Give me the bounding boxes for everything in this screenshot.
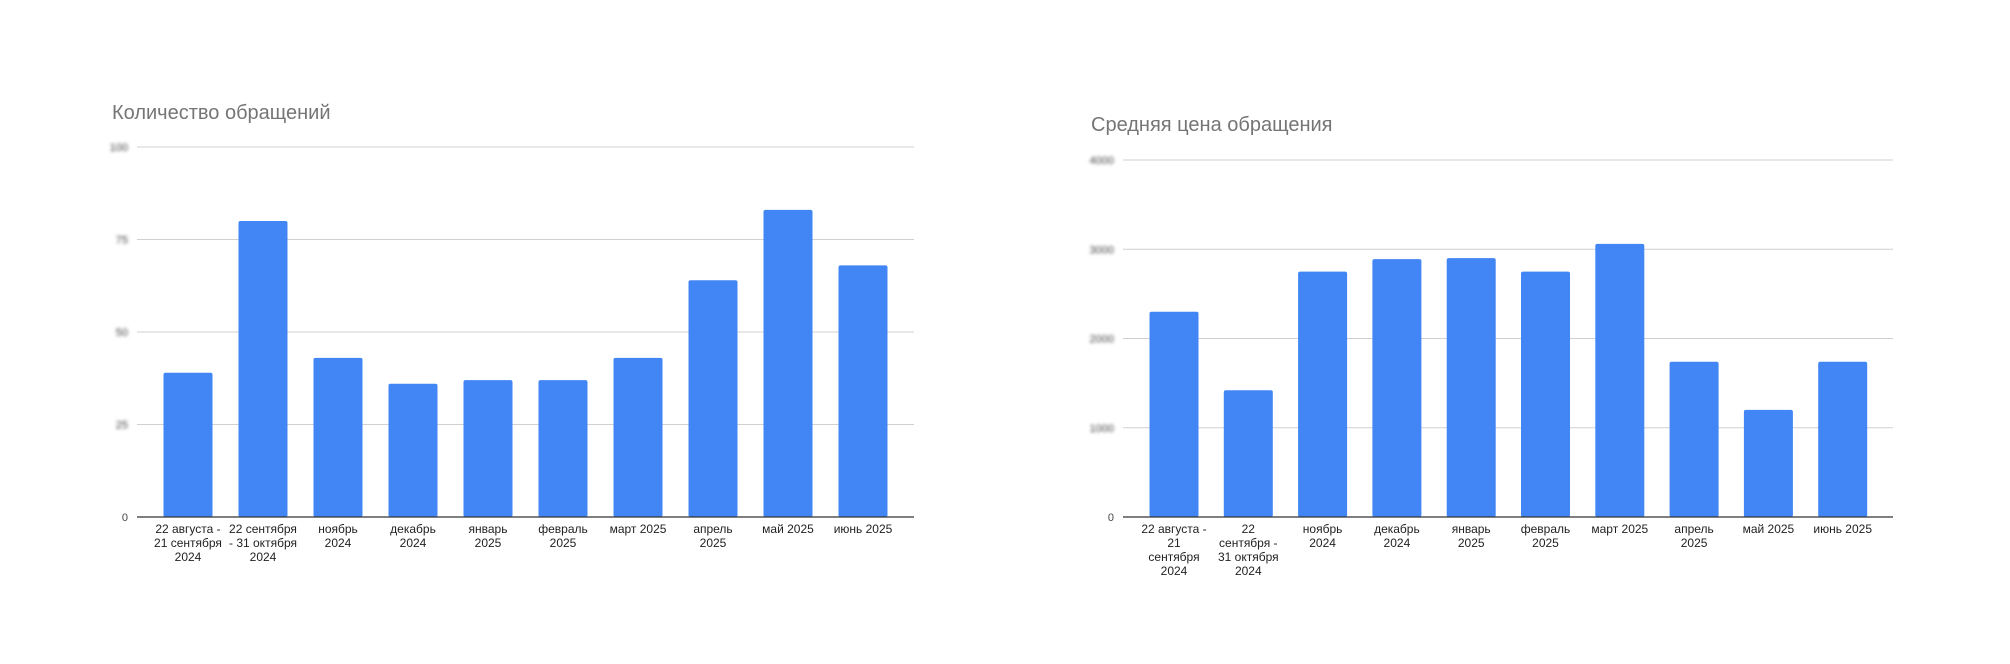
x-tick-label-line: 2025 <box>1532 536 1559 550</box>
bar <box>1669 361 1719 517</box>
x-tick-label-line: февраль <box>538 522 588 536</box>
x-tick-label-line: 2025 <box>475 536 502 550</box>
x-tick-label: июнь 2025 <box>1813 522 1872 536</box>
y-tick-label: 100 <box>110 142 128 154</box>
x-tick-label: апрель 2025 <box>1674 522 1713 550</box>
y-tick-label: 0 <box>122 512 128 524</box>
x-tick-label-line: июнь 2025 <box>1813 522 1872 536</box>
x-tick-label-line: 2025 <box>550 536 577 550</box>
x-tick-label-line: 22 августа - <box>1141 522 1206 536</box>
bar <box>1149 311 1199 517</box>
x-tick-label-line: февраль <box>1521 522 1571 536</box>
x-tick-label: январь 2025 <box>1452 522 1491 550</box>
y-tick-label: 2000 <box>1090 334 1114 346</box>
x-tick-label-line: 21 <box>1167 536 1181 550</box>
bar <box>313 357 363 517</box>
bar <box>463 380 513 517</box>
x-tick-label-line: январь <box>469 522 508 536</box>
x-tick-label-line: апрель <box>1674 522 1713 536</box>
x-tick-label-line: май 2025 <box>1743 522 1795 536</box>
x-tick-label-line: 22 <box>1242 522 1256 536</box>
bar <box>688 280 738 517</box>
x-tick-label-line: 2024 <box>325 536 352 550</box>
x-tick-label-line: 2024 <box>1384 536 1411 550</box>
x-tick-label-line: 2025 <box>700 536 727 550</box>
x-tick-label: 22 сентября - 31 октября 2024 <box>229 522 297 564</box>
bar <box>163 372 213 517</box>
x-tick-label-line: июнь 2025 <box>834 522 893 536</box>
x-tick-label-line: январь <box>1452 522 1491 536</box>
x-tick-label-line: март 2025 <box>1591 522 1648 536</box>
x-tick-label: май 2025 <box>1743 522 1795 536</box>
y-tick-label: 0 <box>1108 512 1114 524</box>
x-tick-label: март 2025 <box>1591 522 1648 536</box>
x-tick-label: 22 августа -21 сентября 2024 <box>1141 522 1206 578</box>
bar <box>538 380 588 517</box>
x-tick-label-line: 2024 <box>1235 564 1262 578</box>
x-tick-label-line: 2024 <box>250 550 277 564</box>
x-tick-label-line: - 31 октября <box>229 536 297 550</box>
bar <box>1223 390 1273 517</box>
y-tick-label: 50 <box>116 327 128 339</box>
x-tick-label-line: ноябрь <box>318 522 358 536</box>
bar <box>1743 409 1793 517</box>
y-tick-label: 3000 <box>1090 244 1114 256</box>
bar <box>1372 259 1422 517</box>
x-tick-label-line: 2024 <box>1309 536 1336 550</box>
x-tick-label-line: апрель <box>693 522 732 536</box>
y-tick-label: 25 <box>116 420 128 432</box>
x-tick-label-line: 2024 <box>175 550 202 564</box>
x-tick-label: ноябрь 2024 <box>318 522 358 550</box>
bar <box>1521 271 1570 517</box>
x-tick-label-line: декабрь <box>390 522 436 536</box>
x-tick-label-line: 22 сентября <box>229 522 297 536</box>
x-tick-label: декабрь 2024 <box>390 522 436 550</box>
x-tick-label: 22 сентября -31 октября 2024 <box>1218 522 1279 578</box>
x-tick-label-line: 2024 <box>1161 564 1188 578</box>
x-tick-label: февраль 2025 <box>1521 522 1571 550</box>
x-tick-label: ноябрь 2024 <box>1303 522 1343 550</box>
x-tick-label-line: сентября - <box>1219 536 1278 550</box>
chart-average-price: Средняя цена обращения 0 1000 2000 3000 4000… <box>1090 114 1893 578</box>
y-tick-label: 4000 <box>1090 155 1114 167</box>
x-tick-label: май 2025 <box>762 522 814 536</box>
bar <box>1446 258 1496 517</box>
bar <box>613 357 663 517</box>
x-tick-label-line: декабрь <box>1374 522 1420 536</box>
bar <box>1818 361 1868 517</box>
y-tick-label: 75 <box>116 235 128 247</box>
bar <box>763 209 813 517</box>
x-tick-label-line: март 2025 <box>610 522 667 536</box>
bar <box>238 221 288 517</box>
x-tick-label-line: 2024 <box>400 536 427 550</box>
x-tick-label: декабрь 2024 <box>1374 522 1420 550</box>
x-tick-label-line: 2025 <box>1458 536 1485 550</box>
x-tick-label: июнь 2025 <box>834 522 893 536</box>
x-tick-label: февраль 2025 <box>538 522 588 550</box>
x-tick-label-line: сентября <box>1148 550 1199 564</box>
x-tick-label: апрель 2025 <box>693 522 732 550</box>
bar <box>838 265 888 517</box>
x-tick-label: 22 августа -21 сентября 2024 <box>154 522 222 564</box>
bar <box>1595 243 1645 517</box>
chart-request-count: Количество обращений 0 25 50 75 100 22 август… <box>110 102 914 564</box>
y-tick-label: 1000 <box>1090 423 1114 435</box>
bar <box>388 383 438 517</box>
x-tick-label-line: 22 августа - <box>155 522 220 536</box>
x-tick-label: март 2025 <box>610 522 667 536</box>
x-tick-label-line: 21 сентября <box>154 536 222 550</box>
x-tick-label-line: май 2025 <box>762 522 814 536</box>
x-tick-label: январь 2025 <box>469 522 508 550</box>
chart-title: Количество обращений <box>112 102 331 124</box>
x-tick-label-line: 2025 <box>1681 536 1708 550</box>
x-tick-label-line: ноябрь <box>1303 522 1343 536</box>
x-tick-label-line: 31 октября <box>1218 550 1279 564</box>
chart-title: Средняя цена обращения <box>1091 114 1332 136</box>
bar <box>1298 271 1348 517</box>
